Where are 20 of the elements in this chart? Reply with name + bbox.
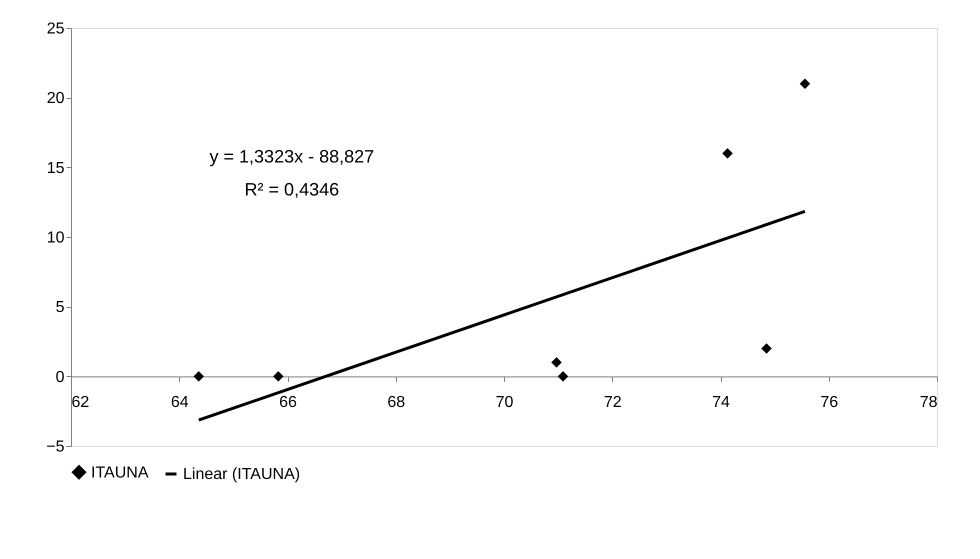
y-tick-label: 20 xyxy=(46,90,65,108)
x-tick-label: 66 xyxy=(279,394,297,411)
x-tick-label: 68 xyxy=(387,394,406,411)
y-tick-label: 0 xyxy=(56,368,65,386)
x-tick-label: 64 xyxy=(170,394,189,411)
y-tick-label: −5 xyxy=(46,438,65,456)
y-tick-label: 5 xyxy=(56,299,65,316)
y-tick-label: 25 xyxy=(46,20,65,38)
legend-label: Linear (ITAUNA) xyxy=(183,466,300,483)
x-tick-label: 78 xyxy=(920,394,938,411)
legend-label: ITAUNA xyxy=(91,464,149,482)
annotation: R² = 0,4346 xyxy=(244,180,340,200)
x-tick-label: 62 xyxy=(72,394,90,411)
y-tick-label: 15 xyxy=(46,160,65,177)
annotation: y = 1,3323x - 88,827 xyxy=(210,146,374,167)
x-tick-label: 72 xyxy=(604,394,622,411)
x-tick-label: 74 xyxy=(712,394,730,411)
y-tick-label: 10 xyxy=(46,230,65,246)
x-tick-label: 76 xyxy=(820,394,838,411)
x-tick-label: 70 xyxy=(496,394,514,411)
